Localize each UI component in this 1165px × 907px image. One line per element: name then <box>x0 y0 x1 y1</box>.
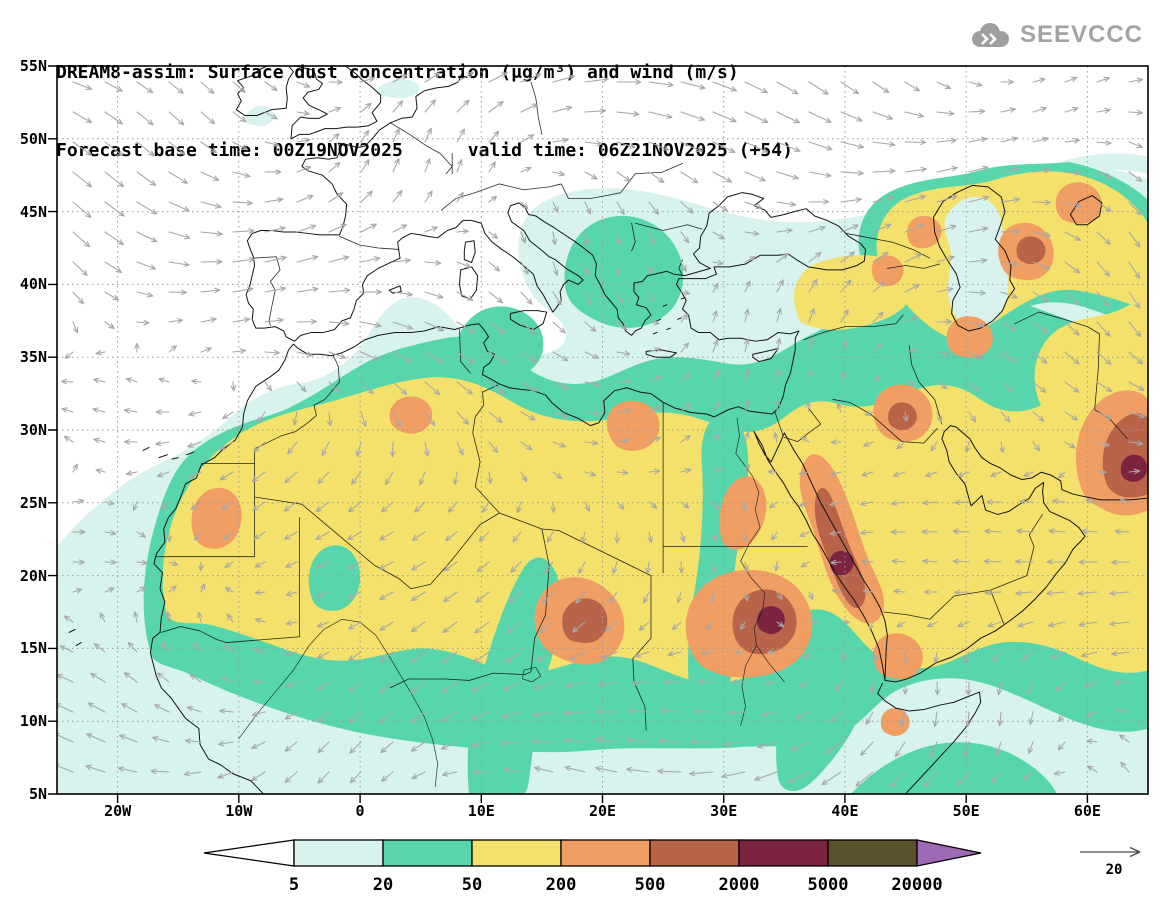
colorbar-label: 500 <box>635 875 666 895</box>
wind-reference: 20 <box>1072 840 1156 878</box>
y-axis-label: 15N <box>19 639 47 658</box>
x-axis-label: 30E <box>710 802 738 820</box>
seevccc-logo: SEEVCCC <box>967 20 1143 50</box>
rivers-lakes <box>239 418 784 786</box>
x-axis-label: 0 <box>355 802 365 820</box>
colorbar-cell <box>827 839 918 867</box>
y-axis-label: 20N <box>19 566 47 585</box>
wind-vector-layer <box>57 71 1145 788</box>
colorbar-cell <box>471 839 562 867</box>
y-axis-label: 30N <box>19 421 47 439</box>
colorbar-label: 5 <box>289 875 299 895</box>
plot-area: 55N 50N 45N 40N 35N 30N 25N 20N 15N 10N 5N 20W 10W 0 1… <box>20 57 1149 820</box>
coastline-africa-mediterranean <box>150 324 799 800</box>
wind-reference-label: 20 <box>1105 862 1123 878</box>
cloud-logo-icon <box>971 23 1009 47</box>
coastline-islands <box>69 241 778 646</box>
y-axis-label: 55N <box>19 57 47 75</box>
colorbar-label: 2000 <box>719 875 760 895</box>
y-axis-label: 40N <box>19 275 47 294</box>
x-axis-label: 20E <box>588 802 617 820</box>
coastline-europe <box>246 66 865 341</box>
colorbar-label: 50 <box>462 875 482 895</box>
x-axis-label: 10W <box>225 802 253 820</box>
colorbar-cell <box>738 839 829 867</box>
y-axis-label: 50N <box>19 129 47 148</box>
x-axis-label: 20W <box>104 802 132 820</box>
graticule-layer <box>48 65 1148 803</box>
colorbar-label: 20000 <box>891 875 942 895</box>
graticule <box>57 66 1148 794</box>
y-axis-label: 35N <box>19 348 47 367</box>
dust-map <box>48 65 1149 803</box>
dust-fill-layer <box>57 79 1148 794</box>
y-axis-label: 5N <box>28 785 47 803</box>
map-frame <box>56 65 1149 795</box>
coastline-british-isles <box>236 66 380 139</box>
coastline-arabia-redsea-caspian <box>754 185 1148 797</box>
x-axis-label: 40E <box>831 802 859 820</box>
wind-vectors <box>57 71 1145 788</box>
colorbar-below-min-arrow <box>203 839 295 867</box>
x-axis-label: 60E <box>1073 802 1101 820</box>
axis-ticks <box>48 65 1089 803</box>
colorbar-cell <box>649 839 740 867</box>
colorbar-cell <box>293 839 384 867</box>
colorbar-cell <box>382 839 473 867</box>
y-axis-label: 45N <box>19 202 47 221</box>
y-axis-label: 25N <box>19 493 47 512</box>
logo-text: SEEVCCC <box>1019 21 1143 48</box>
colorbar-label: 200 <box>546 875 577 895</box>
colorbar-cell <box>560 839 651 867</box>
wind-reference-arrow-icon <box>1080 846 1141 858</box>
x-axis-label: 50E <box>952 802 980 820</box>
y-axis-label: 10N <box>19 712 47 731</box>
colorbar-label: 5000 <box>808 875 849 895</box>
colorbar-legend: 5 20 50 200 500 2000 5000 20000 <box>196 838 996 900</box>
colorbar-above-max-arrow <box>916 839 982 867</box>
chart-title: DREAM8-assim: Surface dust concentration… <box>56 62 739 83</box>
colorbar: 5 20 50 200 500 2000 5000 20000 <box>203 839 982 895</box>
x-axis-label: 10E <box>467 802 495 820</box>
colorbar-label: 20 <box>373 875 393 895</box>
